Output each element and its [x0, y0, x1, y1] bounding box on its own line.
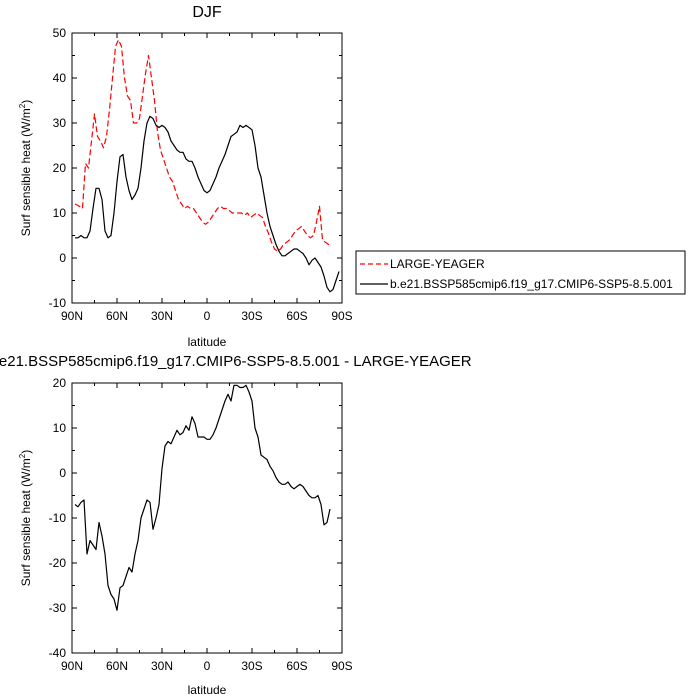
top-xtick-label: 90S — [331, 309, 352, 323]
top-chart-frame — [71, 32, 343, 304]
top-xtick-label: 30S — [241, 309, 262, 323]
legend: LARGE-YEAGER b.e21.BSSP585cmip6.f19_g17.… — [355, 250, 686, 295]
bottom-chart-axes: 90N 60N 30N 0 30S 60S 90S -40 -30 -20 -10 0 10 20 — [49, 376, 353, 673]
top-series-line-0 — [74, 39, 332, 252]
top-xtick-label: 90N — [61, 309, 83, 323]
top-ytick-label: 10 — [53, 206, 67, 220]
top-series-line-1 — [75, 115, 340, 293]
bottom-xtick-label: 60S — [286, 659, 307, 673]
top-chart-plot-area — [74, 39, 340, 293]
bottom-chart: b.e21.BSSP585cmip6.f19_g17.CMIP6-SSP5-8.… — [0, 353, 472, 697]
top-ytick-label: 30 — [53, 116, 67, 130]
bottom-chart-frame — [71, 382, 343, 654]
bottom-series-line-0 — [74, 384, 331, 611]
top-ytick-label: 40 — [53, 71, 67, 85]
top-xtick-label: 60N — [106, 309, 128, 323]
bottom-ytick-label: -20 — [49, 556, 67, 570]
bottom-chart-plot-area — [74, 384, 331, 611]
bottom-xtick-label: 30N — [151, 659, 173, 673]
top-chart-ylabel: Surf sensible heat (W/m2) — [18, 100, 33, 237]
legend-label-large-yeager: LARGE-YEAGER — [390, 257, 485, 271]
bottom-ytick-label: 0 — [59, 466, 66, 480]
bottom-xtick-label: 90S — [331, 659, 352, 673]
bottom-chart-ylabel: Surf sensible heat (W/m2) — [18, 450, 33, 587]
bottom-xtick-label: 0 — [204, 659, 211, 673]
top-chart-title: DJF — [192, 4, 222, 21]
top-ytick-label: 50 — [53, 26, 67, 40]
top-xtick-label: 30N — [151, 309, 173, 323]
top-xtick-label: 0 — [204, 309, 211, 323]
top-chart: DJF latitude Surf sensible heat (W/m2) 9… — [18, 4, 353, 349]
bottom-ytick-label: -40 — [49, 646, 67, 660]
bottom-ytick-label: -10 — [49, 511, 67, 525]
top-chart-axes: 90N 60N 30N 0 30S 60S 90S -10 0 10 20 30 40 50 — [49, 26, 353, 323]
bottom-ytick-label: 20 — [53, 376, 67, 390]
bottom-ytick-label: -30 — [49, 601, 67, 615]
legend-box — [355, 250, 686, 295]
top-ytick-label: -10 — [49, 296, 67, 310]
top-ytick-label: 20 — [53, 161, 67, 175]
bottom-xtick-label: 30S — [241, 659, 262, 673]
bottom-xtick-label: 60N — [106, 659, 128, 673]
top-chart-xlabel: latitude — [188, 335, 227, 349]
top-xtick-label: 60S — [286, 309, 307, 323]
top-ytick-label: 0 — [59, 251, 66, 265]
bottom-xtick-label: 90N — [61, 659, 83, 673]
legend-label-ssp585: b.e21.BSSP585cmip6.f19_g17.CMIP6-SSP5-8.… — [390, 277, 673, 291]
bottom-chart-title: b.e21.BSSP585cmip6.f19_g17.CMIP6-SSP5-8.… — [0, 353, 472, 370]
bottom-ytick-label: 10 — [53, 421, 67, 435]
bottom-chart-xlabel: latitude — [188, 683, 227, 697]
